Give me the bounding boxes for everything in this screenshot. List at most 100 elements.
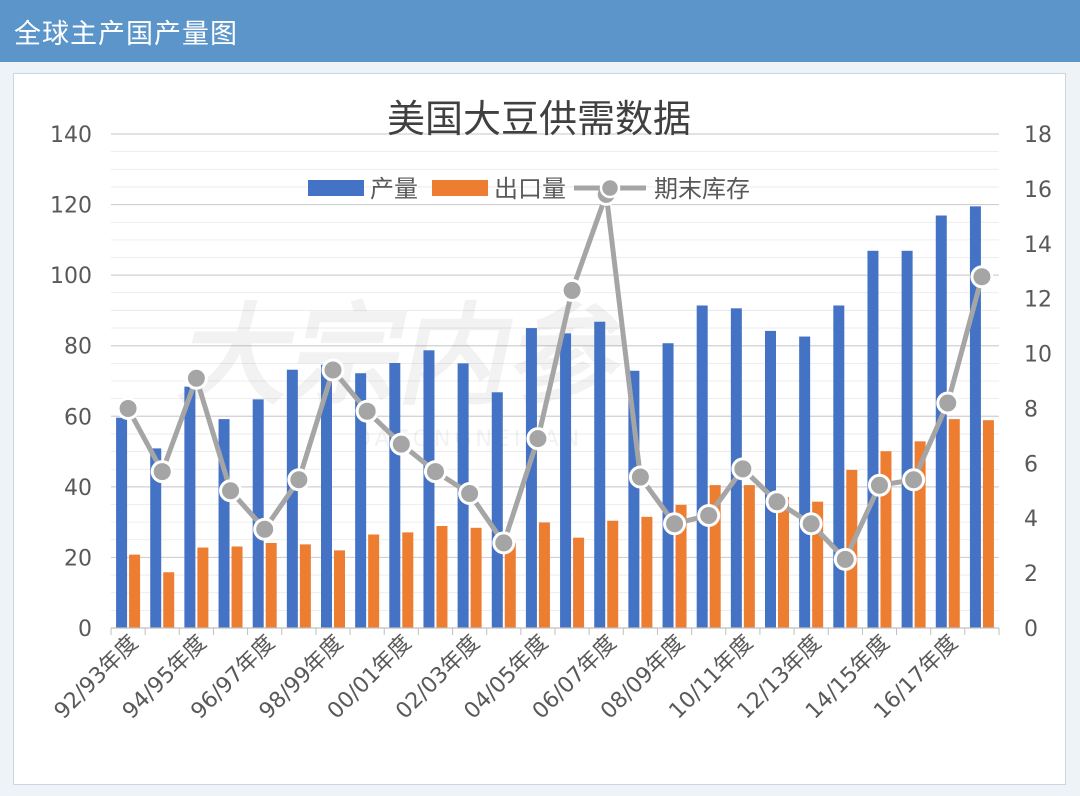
bar-export bbox=[607, 520, 619, 628]
y-right-tick-label: 8 bbox=[1024, 397, 1038, 422]
stock-point bbox=[833, 547, 857, 571]
bar-production bbox=[696, 305, 708, 628]
bar-export bbox=[402, 532, 414, 628]
bar-production bbox=[799, 336, 811, 628]
stock-point bbox=[423, 460, 447, 484]
bar-export bbox=[982, 420, 994, 628]
stock-point bbox=[492, 531, 516, 555]
y-right-tick-label: 4 bbox=[1024, 507, 1038, 532]
stock-point bbox=[970, 265, 994, 289]
bar-production bbox=[116, 417, 128, 628]
bar-production bbox=[833, 305, 845, 628]
legend-label: 产量 bbox=[370, 175, 418, 203]
bar-export bbox=[197, 547, 209, 628]
stock-point bbox=[389, 432, 413, 456]
stock-point bbox=[526, 427, 550, 451]
bar-production bbox=[389, 363, 401, 628]
bar-export bbox=[265, 542, 277, 628]
stock-point bbox=[697, 503, 721, 527]
stock-point bbox=[799, 512, 823, 536]
legend-line-marker bbox=[599, 177, 621, 199]
stock-point bbox=[355, 399, 379, 423]
stock-point bbox=[321, 358, 345, 382]
chart-title: 美国大豆供需数据 bbox=[387, 97, 691, 141]
bar-production bbox=[491, 392, 503, 628]
bar-export bbox=[880, 451, 892, 628]
watermark: 大宗内参 DAZONGNEICAN bbox=[170, 293, 637, 452]
chart-svg: 大宗内参 DAZONGNEICAN 0 20 40 60 80 100 120 140 0 2 4 6… bbox=[50, 97, 1052, 724]
bar-export bbox=[573, 537, 585, 628]
legend-label: 出口量 bbox=[494, 175, 566, 203]
stock-point bbox=[560, 278, 584, 302]
bar-export bbox=[436, 526, 448, 628]
legend-swatch bbox=[432, 180, 488, 196]
y-right-tick-label: 0 bbox=[1024, 617, 1038, 642]
stock-point bbox=[287, 468, 311, 492]
stock-point bbox=[184, 366, 208, 390]
svg-text:大宗内参: 大宗内参 bbox=[170, 293, 637, 421]
stock-point bbox=[458, 482, 482, 506]
stock-point bbox=[150, 460, 174, 484]
stock-point bbox=[936, 391, 960, 415]
bar-production bbox=[560, 333, 572, 628]
bar-export bbox=[709, 485, 721, 628]
legend-label: 期末库存 bbox=[654, 175, 750, 203]
bar-production bbox=[218, 419, 230, 628]
y-right-tick-label: 18 bbox=[1024, 123, 1052, 148]
y-left-tick-label: 60 bbox=[64, 405, 92, 430]
bar-production bbox=[286, 369, 298, 628]
bar-production bbox=[321, 364, 332, 628]
bar-production bbox=[901, 250, 913, 628]
chart-panel: 大宗内参 DAZONGNEICAN 0 20 40 60 80 100 120 140 0 2 4 6… bbox=[13, 73, 1066, 785]
y-right-tick-label: 10 bbox=[1024, 343, 1052, 368]
y-right-tick-label: 6 bbox=[1024, 452, 1038, 477]
bar-production bbox=[628, 370, 640, 628]
y-left-tick-label: 140 bbox=[50, 123, 92, 148]
bar-export bbox=[504, 542, 516, 628]
stock-point bbox=[902, 468, 926, 492]
bar-production bbox=[184, 386, 196, 628]
y-left-tick-label: 20 bbox=[64, 546, 92, 571]
y-left-tick-label: 100 bbox=[50, 264, 92, 289]
stock-point bbox=[663, 512, 687, 536]
bar-export bbox=[948, 419, 960, 628]
bar-export bbox=[163, 572, 175, 628]
stock-point bbox=[116, 396, 140, 420]
y-right-tick-label: 2 bbox=[1024, 562, 1038, 587]
bar-production bbox=[594, 321, 606, 628]
bar-export bbox=[538, 522, 550, 628]
bar-production bbox=[765, 330, 776, 628]
bar-export bbox=[299, 544, 311, 628]
y-right-tick-label: 12 bbox=[1024, 288, 1052, 313]
bar-production bbox=[423, 350, 435, 628]
bar-production bbox=[662, 343, 674, 628]
legend: 产量 出口量 期末库存 bbox=[308, 175, 750, 203]
stock-point bbox=[765, 490, 789, 514]
stock-point bbox=[253, 517, 277, 541]
stock-point bbox=[731, 457, 755, 481]
bar-production bbox=[150, 448, 162, 628]
bar-export bbox=[675, 504, 687, 628]
bar-export bbox=[641, 516, 653, 628]
y-left-tick-label: 120 bbox=[50, 194, 92, 219]
y-right-tick-label: 16 bbox=[1024, 178, 1052, 203]
bar-export bbox=[812, 501, 824, 628]
stock-point bbox=[867, 473, 891, 497]
legend-swatch bbox=[308, 180, 364, 196]
bar-export bbox=[470, 527, 482, 628]
bar-production bbox=[252, 399, 264, 628]
header-title: 全球主产国产量图 bbox=[14, 19, 238, 50]
y-left-tick-label: 0 bbox=[78, 617, 92, 642]
bar-production bbox=[867, 250, 879, 628]
y-left-tick-label: 80 bbox=[64, 335, 92, 360]
header-bar: 全球主产国产量图 bbox=[0, 0, 1080, 62]
stock-point bbox=[219, 479, 243, 503]
y-left-tick-label: 40 bbox=[64, 476, 92, 501]
bar-export bbox=[778, 497, 789, 628]
bar-export bbox=[129, 554, 141, 628]
bar-export bbox=[743, 485, 755, 628]
bar-production bbox=[355, 373, 367, 628]
bar-export bbox=[368, 534, 380, 628]
bar-export bbox=[231, 546, 243, 628]
bar-export bbox=[914, 441, 926, 628]
